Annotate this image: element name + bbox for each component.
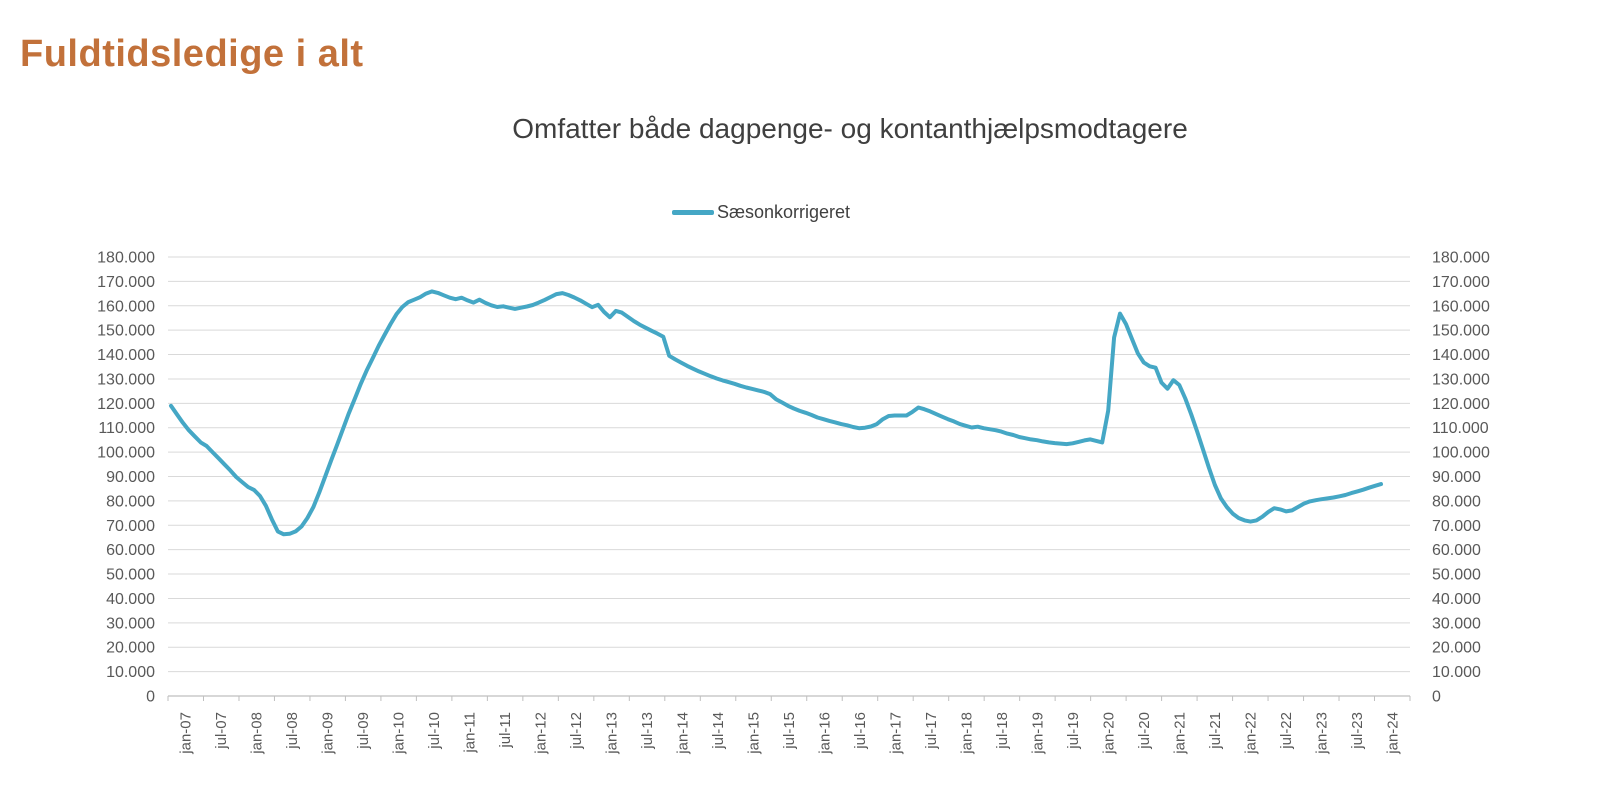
x-tick-label: jan-07 <box>178 712 195 755</box>
x-tick-label: jul-07 <box>213 712 230 750</box>
y-tick-label-left: 80.000 <box>106 493 155 510</box>
gridlines-group <box>168 256 1410 673</box>
legend: Sæsonkorrigeret <box>672 199 850 225</box>
x-tick-label: jan-08 <box>249 712 266 755</box>
y-tick-label-left: 20.000 <box>106 640 155 657</box>
x-tick-label: jan-22 <box>1242 712 1259 755</box>
x-tick-label: jan-14 <box>675 712 692 755</box>
x-tick-label: jul-11 <box>497 712 514 749</box>
x-tick-label: jul-23 <box>1349 712 1366 750</box>
y-tick-label-right: 150.000 <box>1432 323 1490 340</box>
x-tick-label: jul-08 <box>284 712 301 750</box>
y-tick-label-left: 0 <box>146 689 155 706</box>
page-title: Fuldtidsledige i alt <box>20 33 364 75</box>
x-tick-label: jul-20 <box>1136 712 1153 750</box>
y-tick-label-right: 160.000 <box>1432 298 1490 315</box>
x-tick-label: jan-18 <box>958 712 975 755</box>
x-tick-label: jan-13 <box>604 712 621 755</box>
y-tick-label-right: 170.000 <box>1432 274 1490 291</box>
y-tick-label-left: 10.000 <box>106 664 155 681</box>
y-tick-label-left: 50.000 <box>106 567 155 584</box>
y-tick-label-left: 120.000 <box>97 396 155 413</box>
x-tick-label: jan-15 <box>746 712 763 755</box>
y-tick-label-right: 80.000 <box>1432 493 1481 510</box>
y-tick-label-right: 20.000 <box>1432 640 1481 657</box>
x-tick-label: jul-18 <box>994 712 1011 750</box>
y-tick-label-left: 40.000 <box>106 591 155 608</box>
y-tick-label-left: 140.000 <box>97 347 155 364</box>
x-tick-label: jul-17 <box>923 712 940 750</box>
y-tick-label-left: 130.000 <box>97 371 155 388</box>
x-tick-label: jan-20 <box>1100 712 1117 755</box>
x-tick-label: jul-13 <box>639 712 656 750</box>
chart-title: Omfatter både dagpenge- og kontanthjælps… <box>512 113 1188 144</box>
y-tick-label-right: 50.000 <box>1432 567 1481 584</box>
x-tick-label: jan-12 <box>533 712 550 755</box>
y-tick-label-right: 10.000 <box>1432 664 1481 681</box>
y-tick-label-left: 60.000 <box>106 542 155 559</box>
y-tick-label-left: 110.000 <box>98 420 155 437</box>
x-tick-label: jul-10 <box>426 712 443 750</box>
x-tick-label: jan-24 <box>1384 712 1401 755</box>
x-tick-label: jul-16 <box>852 712 869 750</box>
y-tick-label-right: 180.000 <box>1432 250 1490 267</box>
y-tick-label-left: 30.000 <box>106 615 155 632</box>
y-tick-label-right: 90.000 <box>1432 469 1481 486</box>
y-tick-label-left: 170.000 <box>97 274 155 291</box>
y-tick-label-right: 100.000 <box>1432 445 1490 462</box>
x-tick-label: jan-19 <box>1029 712 1046 755</box>
x-tick-label: jan-21 <box>1171 712 1188 755</box>
y-tick-label-left: 160.000 <box>97 298 155 315</box>
x-tick-label: jul-09 <box>355 712 372 750</box>
series-line-saesonkorrigeret <box>169 289 1383 537</box>
y-tick-label-left: 180.000 <box>97 250 155 267</box>
x-tick-label: jul-14 <box>710 712 727 750</box>
x-tick-label: jul-19 <box>1065 712 1082 750</box>
y-tick-label-left: 100.000 <box>97 445 155 462</box>
y-axis-labels-left: 0 10.000 20.000 30.000 40.000 50.000 60.000 70.… <box>97 250 155 706</box>
y-tick-label-right: 120.000 <box>1432 396 1490 413</box>
x-tick-label: jan-23 <box>1313 712 1330 755</box>
y-tick-label-right: 30.000 <box>1432 615 1481 632</box>
x-tick-label: jan-11 <box>462 712 479 754</box>
y-tick-label-left: 70.000 <box>106 518 155 535</box>
x-tick-label: jan-09 <box>320 712 337 755</box>
y-tick-label-right: 130.000 <box>1432 371 1490 388</box>
x-tick-label: jul-22 <box>1278 712 1295 750</box>
x-tick-label: jul-12 <box>568 712 585 750</box>
axis-group <box>167 695 1411 701</box>
y-tick-label-left: 150.000 <box>97 323 155 340</box>
y-tick-label-left: 90.000 <box>106 469 155 486</box>
x-tick-label: jan-10 <box>391 712 408 755</box>
y-tick-label-right: 40.000 <box>1432 591 1481 608</box>
y-tick-label-right: 70.000 <box>1432 518 1481 535</box>
x-tick-label: jan-16 <box>816 712 833 755</box>
legend-line-swatch <box>672 209 714 215</box>
y-axis-labels-right: 0 10.000 20.000 30.000 40.000 50.000 60.000 70.… <box>1432 250 1490 706</box>
series-group <box>169 289 1383 537</box>
x-tick-label: jul-21 <box>1207 712 1224 750</box>
y-tick-label-right: 0 <box>1432 689 1441 706</box>
x-tick-label: jul-15 <box>781 712 798 750</box>
legend-label: Sæsonkorrigeret <box>717 201 851 222</box>
y-tick-label-right: 110.000 <box>1432 420 1489 437</box>
x-tick-label: jan-17 <box>887 712 904 755</box>
y-tick-label-right: 140.000 <box>1432 347 1490 364</box>
x-axis-labels: jan-07 jul-07 jan-08 jul-08 jan-09 jul-09 jan-… <box>178 712 1402 755</box>
y-tick-label-right: 60.000 <box>1432 542 1481 559</box>
